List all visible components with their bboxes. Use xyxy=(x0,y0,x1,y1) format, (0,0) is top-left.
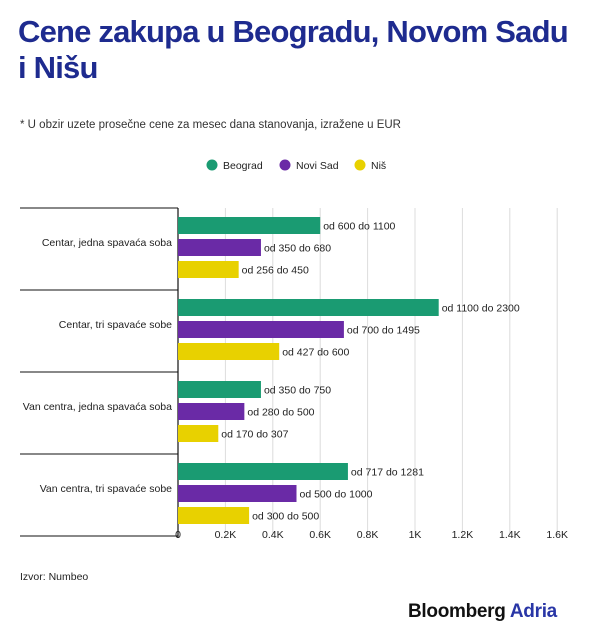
data-label: od 300 do 500 xyxy=(252,511,319,523)
category-label: Van centra, jedna spavaća soba xyxy=(23,401,172,413)
bar-beograd xyxy=(178,463,348,480)
data-label: od 350 do 680 xyxy=(264,243,331,255)
bar-beograd xyxy=(178,217,321,234)
brand-logo: Bloomberg Adria xyxy=(408,601,557,623)
x-tick-label: 1K xyxy=(409,529,422,541)
bar-niš xyxy=(178,261,239,278)
data-label: od 700 do 1495 xyxy=(347,325,420,337)
bar-novi-sad xyxy=(178,321,344,338)
bar-niš xyxy=(178,343,280,360)
legend-label: Beograd xyxy=(223,160,263,172)
data-label: od 500 do 1000 xyxy=(300,489,373,501)
data-label: od 350 do 750 xyxy=(264,385,331,397)
legend-marker xyxy=(206,159,218,171)
legend-label: Novi Sad xyxy=(296,160,339,172)
data-label: od 170 do 307 xyxy=(221,429,288,441)
chart-note: * U obzir uzete prosečne cene za mesec d… xyxy=(20,119,401,131)
legend-marker xyxy=(354,159,366,171)
x-tick-label: 1.2K xyxy=(452,529,474,541)
x-tick-label: 0.2K xyxy=(215,529,237,541)
x-tick-label: 1.4K xyxy=(499,529,521,541)
bar-novi-sad xyxy=(178,485,297,502)
bar-beograd xyxy=(178,381,261,398)
bar-beograd xyxy=(178,299,439,316)
bar-novi-sad xyxy=(178,403,245,420)
data-label: od 1100 do 2300 xyxy=(442,303,520,315)
x-tick-label: 0.8K xyxy=(357,529,379,541)
category-label: Centar, jedna spavaća soba xyxy=(42,237,172,249)
x-tick-label: 0.6K xyxy=(309,529,331,541)
bar-novi-sad xyxy=(178,239,261,256)
legend-marker xyxy=(279,159,291,171)
data-label: od 427 do 600 xyxy=(282,347,349,359)
data-label: od 717 do 1281 xyxy=(351,467,424,479)
x-tick-label: 0.4K xyxy=(262,529,284,541)
brand-accent: Adria xyxy=(509,601,557,622)
data-label: od 256 do 450 xyxy=(242,265,309,277)
category-label: Van centra, tri spavaće sobe xyxy=(40,483,172,495)
category-label: Centar, tri spavaće sobe xyxy=(59,319,172,331)
data-label: od 600 do 1100 xyxy=(323,221,395,233)
source-note: Izvor: Numbeo xyxy=(20,571,89,583)
chart-title: Cene zakupa u Beogradu, Novom Sadu i Niš… xyxy=(18,14,569,85)
bar-niš xyxy=(178,507,250,524)
data-label: od 280 do 500 xyxy=(247,407,314,419)
brand-main: Bloomberg xyxy=(408,601,506,622)
legend-label: Niš xyxy=(371,160,386,172)
x-tick-label: 1.6K xyxy=(546,529,568,541)
bar-niš xyxy=(178,425,219,442)
